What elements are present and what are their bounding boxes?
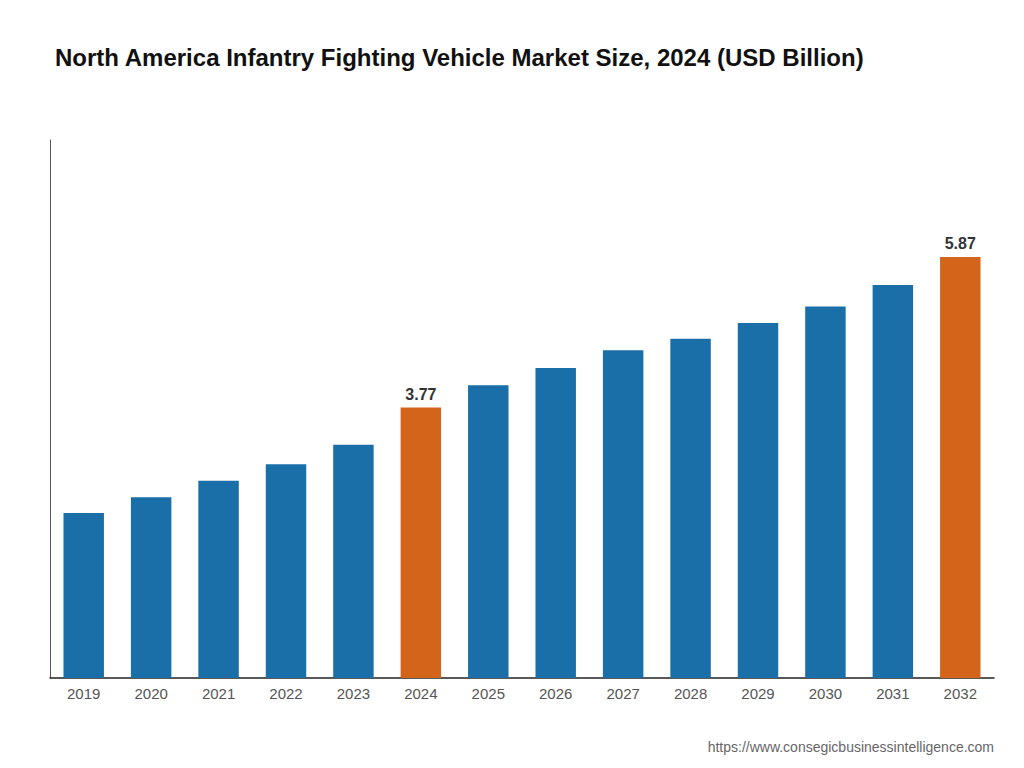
svg-text:2024: 2024 bbox=[404, 685, 437, 702]
svg-text:2022: 2022 bbox=[269, 685, 302, 702]
svg-text:3.77: 3.77 bbox=[405, 386, 436, 403]
svg-text:2025: 2025 bbox=[472, 685, 505, 702]
svg-text:2020: 2020 bbox=[134, 685, 167, 702]
svg-text:2027: 2027 bbox=[606, 685, 639, 702]
svg-text:2028: 2028 bbox=[674, 685, 707, 702]
svg-text:2021: 2021 bbox=[202, 685, 235, 702]
svg-text:2023: 2023 bbox=[337, 685, 370, 702]
svg-text:5.87: 5.87 bbox=[945, 235, 976, 252]
svg-text:2029: 2029 bbox=[741, 685, 774, 702]
svg-text:https://www.consegicbusinessin: https://www.consegicbusinessintelligence… bbox=[708, 739, 994, 755]
svg-text:2019: 2019 bbox=[67, 685, 100, 702]
svg-text:2032: 2032 bbox=[944, 685, 977, 702]
svg-text:North America Infantry Fightin: North America Infantry Fighting Vehicle … bbox=[55, 44, 864, 71]
svg-text:2026: 2026 bbox=[539, 685, 572, 702]
svg-text:2031: 2031 bbox=[876, 685, 909, 702]
svg-text:2030: 2030 bbox=[809, 685, 842, 702]
